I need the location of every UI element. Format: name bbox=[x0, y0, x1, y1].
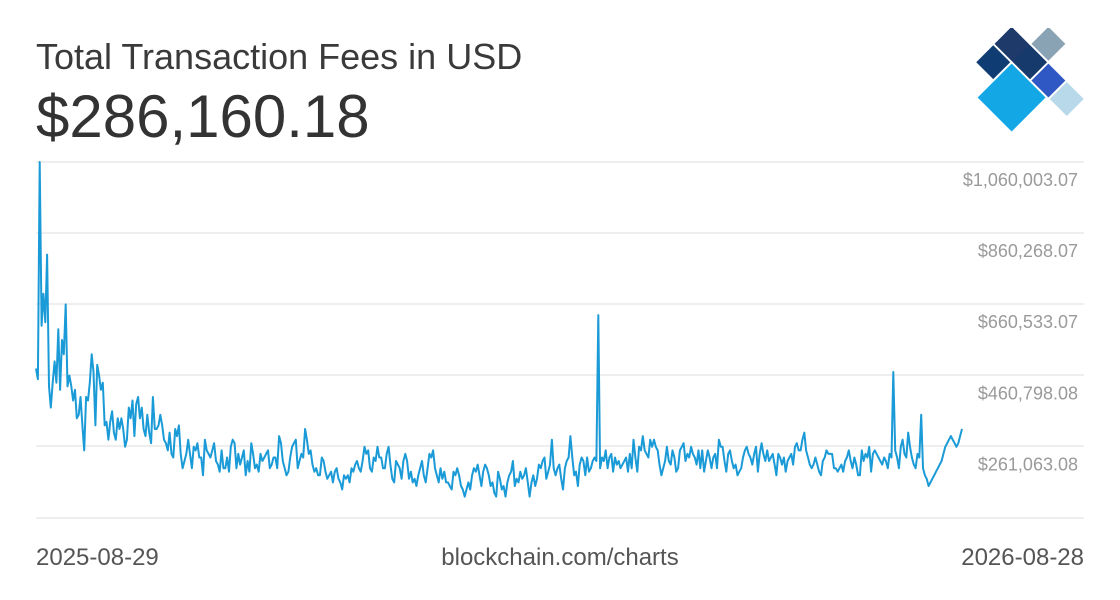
blockchain-logo-icon bbox=[976, 28, 1084, 132]
series-line bbox=[35, 161, 963, 498]
x-axis-end-date: 2026-08-28 bbox=[961, 544, 1084, 571]
source-label: blockchain.com/charts bbox=[441, 544, 679, 571]
y-tick-label: $660,533.07 bbox=[978, 312, 1078, 332]
line-chart: $261,063.08 $460,798.08 $660,533.07 $860,26… bbox=[35, 161, 1084, 519]
x-axis-start-date: 2025-08-29 bbox=[36, 544, 159, 571]
chart-title: Total Transaction Fees in USD bbox=[36, 36, 523, 77]
y-tick-label: $860,268.07 bbox=[978, 241, 1078, 261]
current-value: $286,160.18 bbox=[36, 83, 370, 150]
y-tick-label: $460,798.08 bbox=[978, 383, 1078, 403]
y-tick-label: $261,063.08 bbox=[978, 454, 1078, 474]
y-tick-label: $1,060,003.07 bbox=[963, 170, 1078, 190]
